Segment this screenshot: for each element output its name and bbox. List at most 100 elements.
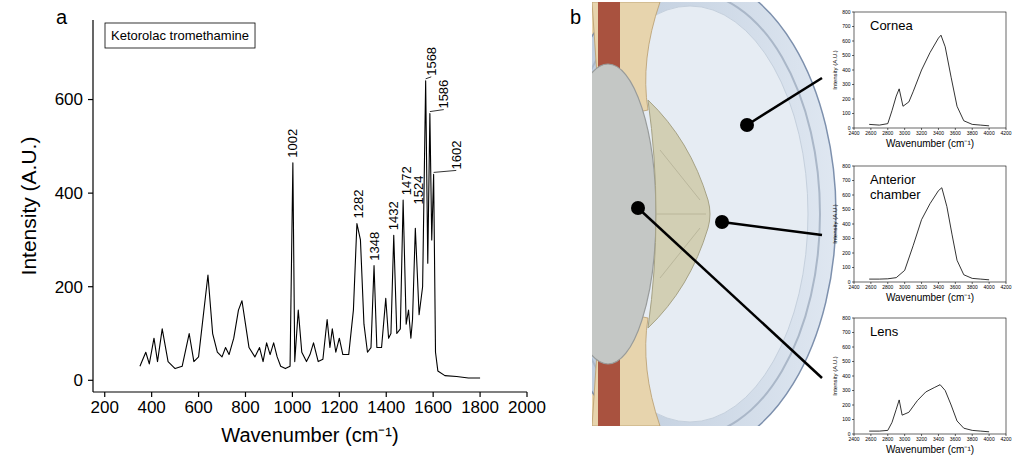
x-tick-label: 800 [231,398,259,417]
x-tick-label: 4200 [1000,284,1011,290]
x-tick-label: 4000 [984,130,995,136]
x-tick-label: 3000 [899,284,910,290]
y-tick-label: 200 [842,250,851,256]
peak-label: 1002 [285,129,300,158]
iris [648,100,710,328]
y-tick [852,253,854,254]
x-axis-line [93,391,527,392]
eye-body [592,2,836,426]
x-axis-title: Wavenumber (cm⁻¹) [886,292,974,303]
peak-labels: 100212821348143214721524156815861602 [285,47,463,261]
y-tick-label: 600 [55,90,83,109]
y-tick [88,99,93,100]
cornea-inner [592,2,820,426]
y-tick [852,41,854,42]
figure: 2004006008001000120014001600180020000200… [0,0,1030,470]
x-axis-title: Wavenumber (cm⁻¹) [221,424,398,446]
spectrum-line [140,81,480,378]
pointer-line [747,78,822,125]
y-tick-label: 300 [842,387,851,393]
x-tick-label: 2600 [865,284,876,290]
x-tick [151,392,152,397]
x-tick-label: 3200 [916,436,927,442]
x-tick [245,392,246,397]
x-tick-label: 1200 [320,398,358,417]
x-tick-label: 2600 [865,130,876,136]
eye-illustration [544,0,836,454]
y-tick-label: 200 [842,96,851,102]
y-axis-title: Intensity (A.U.) [832,356,838,396]
panel-title: Anteriorchamber [870,172,921,202]
y-tick-label: 600 [842,38,851,44]
y-tick-label: 400 [842,373,851,379]
peak-label: 1524 [411,176,426,205]
x-tick-label: 3800 [967,436,978,442]
x-tick [292,392,293,397]
y-tick [852,180,854,181]
x-tick [386,392,387,397]
y-tick [852,405,854,406]
x-tick-label: 4000 [984,284,995,290]
x-tick-label: 1000 [273,398,311,417]
y-tick-label: 100 [842,264,851,270]
peak-label: 1602 [449,140,464,169]
x-tick-label: 3800 [967,284,978,290]
y-tick-label: 700 [842,23,851,29]
panel-title: Cornea [870,18,913,33]
spectrum-line [869,188,989,280]
panel-letter: b [570,6,581,28]
x-tick [339,392,340,397]
y-tick [852,267,854,268]
peak-label: 1586 [436,80,451,109]
series-group [869,385,989,432]
y-tick [852,434,854,435]
y-tick [852,113,854,114]
peak-label: 1568 [424,47,439,76]
x-tick [479,392,480,397]
y-tick [88,286,93,287]
x-tick-label: 3400 [933,130,944,136]
peak-leader [430,110,444,112]
y-tick [852,224,854,225]
chart: 2400260028003000320034003600380040004200… [832,315,1012,455]
x-tick-label: 3200 [916,284,927,290]
y-tick [852,99,854,100]
chart: 2400260028003000320034003600380040004200… [832,163,1012,303]
pointer-dot [715,215,729,229]
x-tick-label: 400 [137,398,165,417]
legend: Ketorolac tromethamine [105,23,255,48]
x-tick-label: 3200 [916,130,927,136]
panel-title: Lens [870,324,899,339]
y-tick-label: 400 [842,221,851,227]
y-tick [852,84,854,85]
x-tick-label: 1600 [414,398,452,417]
x-tick-label: 2800 [882,284,893,290]
y-tick [852,238,854,239]
x-tick-label: 600 [184,398,212,417]
y-tick-label: 100 [842,416,851,422]
y-tick-label: 200 [55,278,83,297]
x-tick-label: 3600 [950,130,961,136]
y-tick [852,128,854,129]
y-axis-title: Intensity (A.U.) [17,137,40,276]
spectrum-line [869,35,989,126]
x-tick-label: 3600 [950,284,961,290]
y-tick-label: 400 [842,67,851,73]
x-tick-label: 2800 [882,436,893,442]
x-tick-label: 200 [91,398,119,417]
series-group [869,188,989,280]
x-axis-title: Wavenumber (cm⁻¹) [886,138,974,149]
lens [592,64,656,364]
title-line: chamber [870,187,921,202]
peak-leader [434,170,457,172]
x-tick-label: 3000 [899,130,910,136]
plot-frame [854,12,1006,128]
y-tick [88,380,93,381]
y-tick [852,55,854,56]
y-tick-label: 300 [842,81,851,87]
panel-letter: a [56,6,68,28]
y-tick-label: 600 [842,344,851,350]
y-tick-label: 0 [848,125,851,131]
y-tick [852,376,854,377]
y-tick [852,209,854,210]
